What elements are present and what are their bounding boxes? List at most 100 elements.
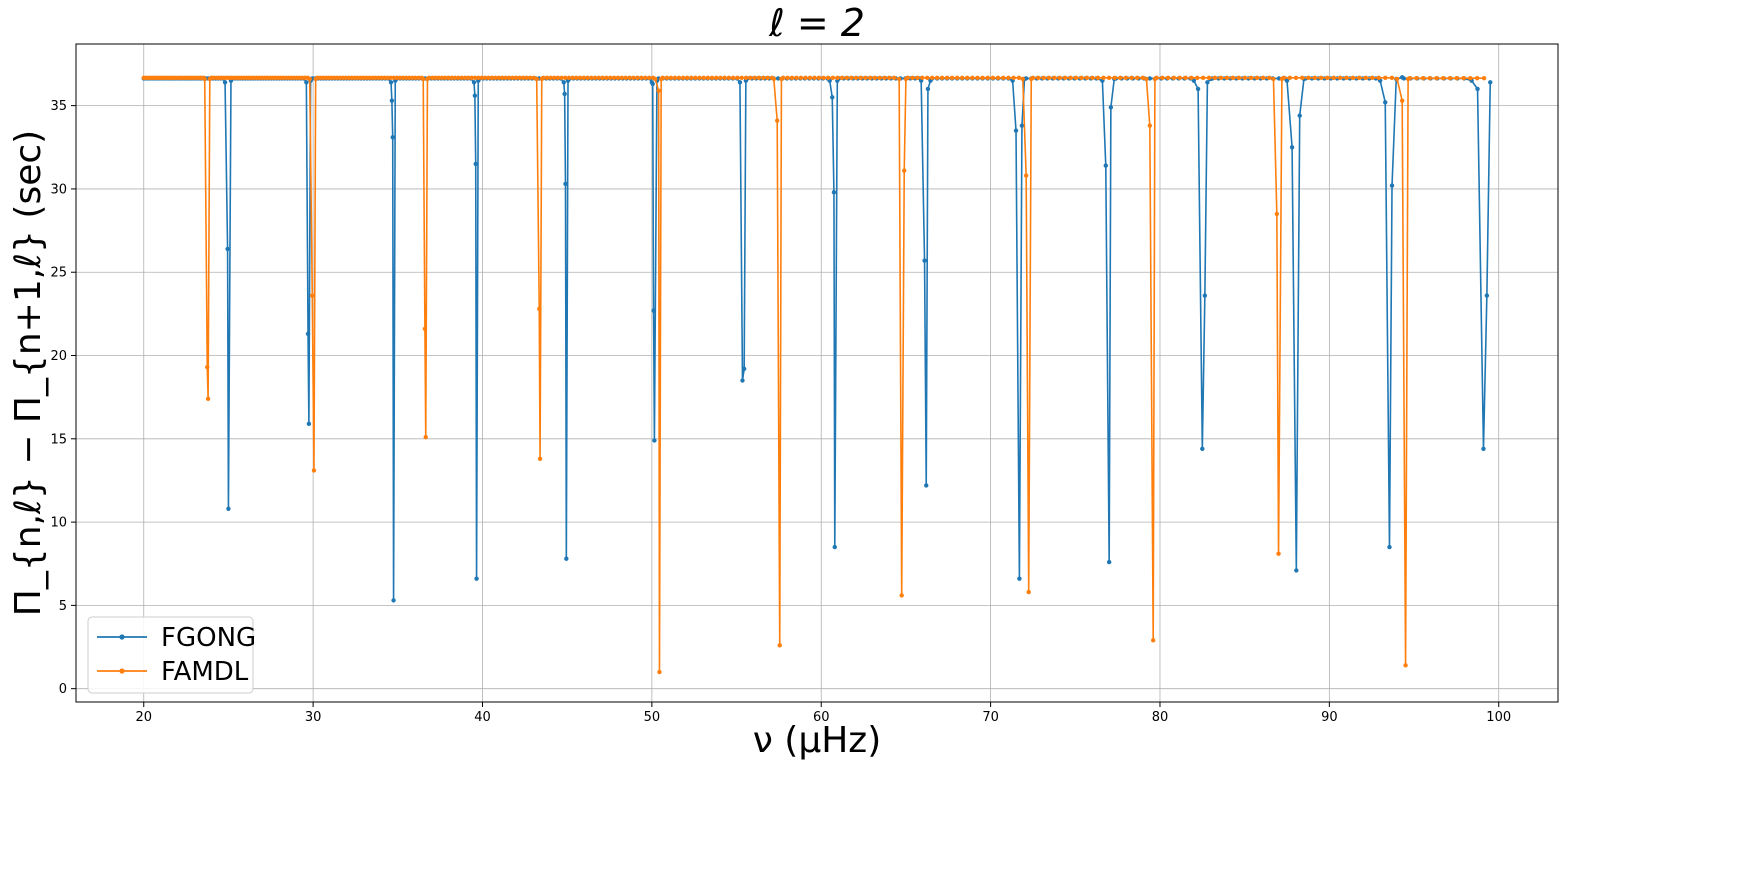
data-point [1206,75,1212,81]
data-point [1079,75,1084,81]
data-point [1331,75,1336,81]
data-point [1205,80,1210,85]
data-point [305,331,311,337]
data-point [1394,76,1400,82]
data-point [650,81,655,87]
data-point [623,75,628,81]
data-point [1300,75,1305,81]
data-point [1101,75,1106,81]
data-point [1312,75,1317,81]
data-point [600,75,605,81]
data-point [830,95,835,100]
data-point [1036,75,1041,81]
data-point [676,75,682,81]
data-point [627,75,632,81]
data-point [373,75,378,81]
data-point [1073,75,1079,81]
data-point [1013,128,1019,133]
data-point [1200,75,1206,81]
data-point [619,75,624,81]
data-point [902,168,907,173]
x-tick-label: 50 [644,710,661,725]
data-point [743,75,749,81]
data-point [222,80,228,85]
data-point [1023,173,1029,178]
data-point [722,75,727,81]
data-point [1403,663,1408,668]
data-point [1344,75,1349,81]
data-point [426,75,432,81]
data-point [798,75,804,81]
data-point [680,75,686,81]
data-point [990,75,996,81]
legend-box [87,616,254,694]
data-point [1212,75,1218,81]
data-point [737,80,743,85]
data-point [1026,589,1031,595]
data-point [765,75,770,81]
data-point [1274,211,1280,217]
data-point [867,75,873,81]
data-point [400,75,406,81]
data-point [423,434,428,440]
data-point [1434,75,1439,81]
data-point [887,75,892,81]
data-point [697,75,702,81]
data-point [1095,75,1101,81]
ticks: 20 30 40 50 60 70 80 90 100 0 5 10 15 20 25 30 35 [50,99,1511,725]
data-point [1084,75,1090,81]
data-point [1441,75,1446,81]
data-point [651,308,656,313]
data-point [1230,75,1236,81]
data-point [656,88,661,93]
data-point [433,75,438,81]
data-point [1006,75,1011,81]
data-point [872,75,878,81]
data-point [1383,100,1388,105]
legend-marker-famdl [119,668,125,674]
data-point [389,98,395,103]
data-point [771,76,777,82]
plot-frame [75,43,1559,703]
data-point [493,75,498,81]
data-point [391,598,396,603]
data-point [205,396,211,402]
data-point [422,326,428,332]
data-point [472,93,478,98]
data-point [1057,75,1062,81]
data-point [975,75,980,81]
data-point [608,75,613,81]
data-point [709,75,715,81]
data-point [1481,446,1486,451]
data-point [537,456,543,461]
data-point [1191,78,1197,83]
y-tick-label: 30 [50,182,67,197]
data-point [1041,75,1046,81]
data-point [689,75,694,81]
data-point [844,75,849,81]
data-point [896,76,902,82]
data-point [653,76,658,82]
data-point [1165,75,1171,81]
data-point [202,76,207,82]
data-point [863,75,868,81]
grid [76,44,1558,702]
data-point [1276,551,1281,556]
data-point [310,293,315,298]
data-point [1144,76,1149,82]
data-point [1108,105,1114,110]
data-point [561,80,566,85]
data-point [376,75,381,81]
data-point [1267,75,1272,81]
y-tick-label: 35 [50,99,67,114]
data-point [1090,75,1095,81]
data-point [1160,75,1165,81]
data-point [1016,75,1022,81]
data-point [585,75,590,81]
data-point [929,75,935,81]
data-point [479,75,484,81]
data-point [1019,123,1025,128]
data-point [803,75,808,81]
data-point [566,75,572,81]
y-tick-label: 0 [59,682,67,697]
